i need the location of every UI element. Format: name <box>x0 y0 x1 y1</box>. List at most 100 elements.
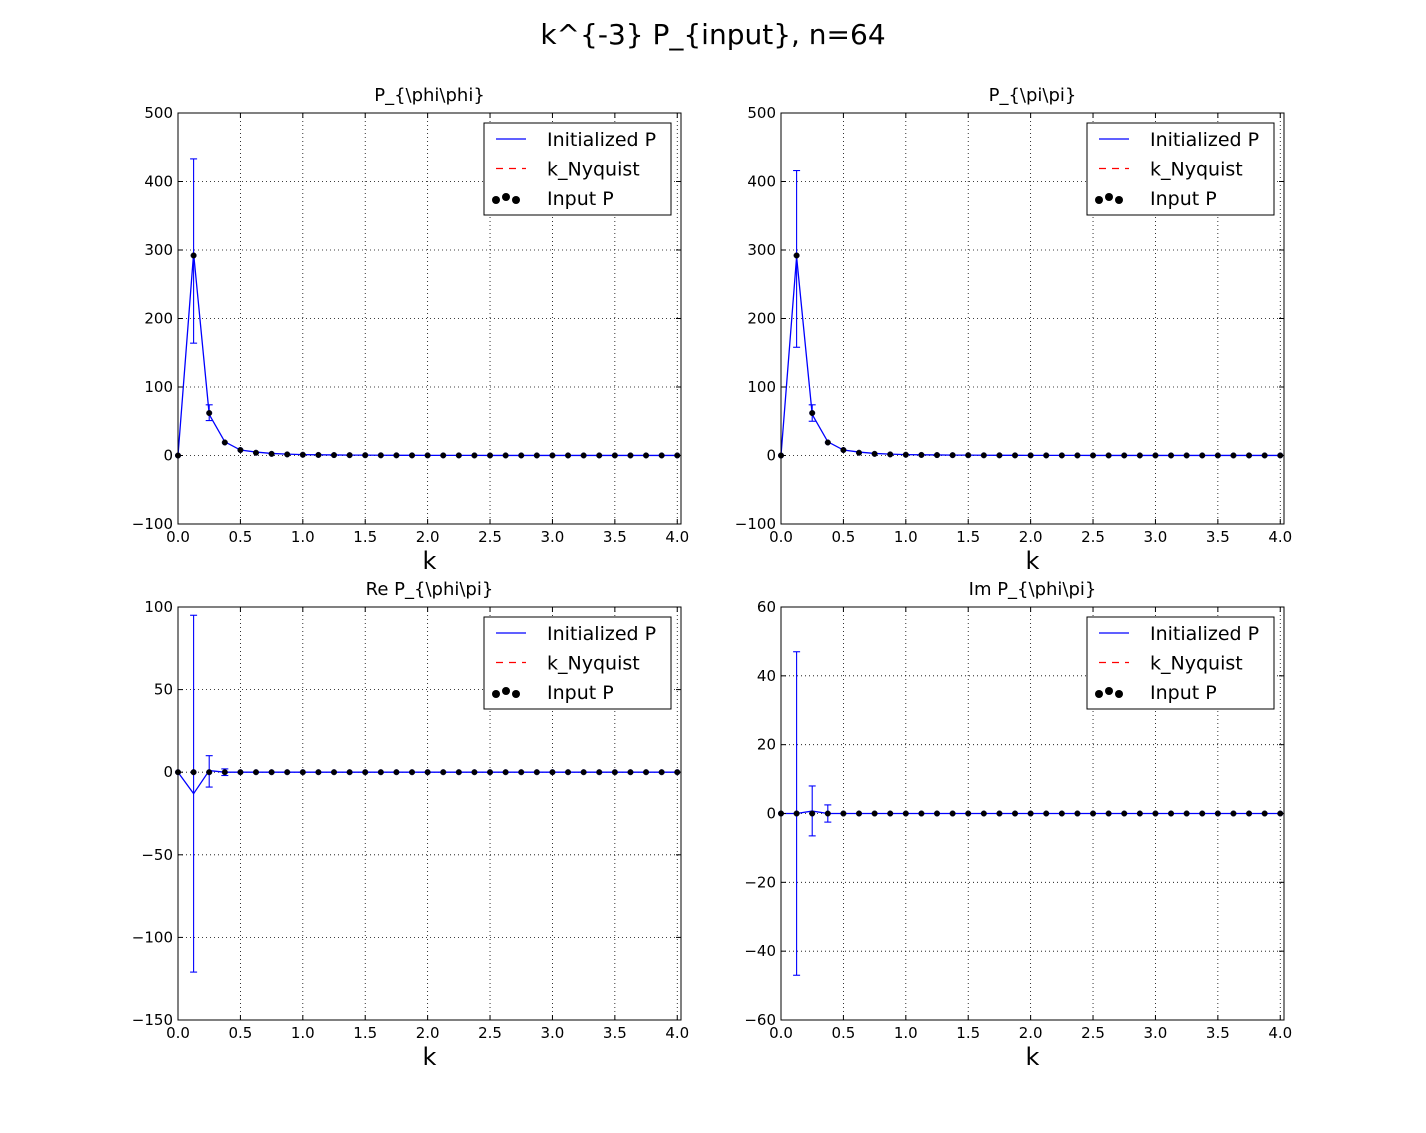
data-point-input-p <box>1246 810 1253 817</box>
data-point-input-p <box>315 769 322 776</box>
x-tick-label: 3.5 <box>603 1024 627 1042</box>
data-point-input-p <box>580 769 587 776</box>
subplot-title: Im P_{\phi\pi} <box>969 579 1097 600</box>
x-tick-label: 3.0 <box>541 528 565 546</box>
data-point-input-p <box>252 449 260 456</box>
x-tick-label: 3.0 <box>1144 528 1168 546</box>
x-tick-label: 2.0 <box>1019 1024 1043 1042</box>
data-point-input-p <box>330 769 338 776</box>
legend-swatch-dot <box>502 687 510 695</box>
legend-label: k_Nyquist <box>547 653 640 675</box>
data-point-input-p <box>580 452 587 459</box>
subplot-title: Re P_{\phi\pi} <box>366 579 494 600</box>
data-point-input-p <box>1058 452 1065 459</box>
y-tick-label: −100 <box>735 515 776 533</box>
x-tick-label: 1.5 <box>956 528 980 546</box>
data-point-input-p <box>1089 810 1097 817</box>
data-point-input-p <box>902 451 909 458</box>
data-point-input-p <box>1136 452 1143 459</box>
data-point-input-p <box>252 769 260 776</box>
y-tick-label: 0 <box>766 805 776 823</box>
x-tick-label: 2.5 <box>478 528 502 546</box>
y-tick-label: 0 <box>766 447 776 465</box>
y-tick-label: 0 <box>163 763 173 781</box>
data-point-input-p <box>1074 452 1081 459</box>
x-tick-label: 1.5 <box>353 528 377 546</box>
y-tick-label: 20 <box>757 736 776 754</box>
x-tick-label: 0.5 <box>831 1024 855 1042</box>
data-point-input-p <box>237 769 244 776</box>
data-point-input-p <box>221 769 228 776</box>
y-tick-label: 60 <box>757 598 776 616</box>
legend-entry: k_Nyquist <box>1099 159 1243 181</box>
data-point-input-p <box>840 810 847 817</box>
data-point-input-p <box>1105 810 1112 817</box>
data-point-input-p <box>611 452 618 459</box>
y-tick-label: −60 <box>744 1011 776 1029</box>
x-tick-label: 4.0 <box>1268 528 1292 546</box>
data-point-input-p <box>315 451 322 459</box>
data-point-input-p <box>393 452 400 459</box>
errorbar <box>190 158 198 344</box>
errorbar <box>793 169 801 348</box>
legend-entry: Input P <box>492 682 614 704</box>
x-tick-label: 4.0 <box>665 528 689 546</box>
x-tick-label: 1.5 <box>956 1024 980 1042</box>
legend-swatch-dot <box>512 690 520 698</box>
subplot-title: P_{\pi\pi} <box>989 85 1077 106</box>
data-point-input-p <box>1011 810 1019 817</box>
data-point-input-p <box>1043 810 1050 817</box>
data-point-input-p <box>918 810 925 817</box>
legend-entry: Input P <box>492 188 614 210</box>
x-tick-label: 0.0 <box>166 1024 190 1042</box>
data-point-input-p <box>627 769 634 776</box>
x-tick-label: 4.0 <box>665 1024 689 1042</box>
data-point-input-p <box>855 810 863 817</box>
data-point-input-p <box>1011 452 1019 459</box>
data-point-input-p <box>809 409 816 417</box>
data-point-input-p <box>658 769 665 776</box>
data-point-input-p <box>1214 452 1221 459</box>
data-point-input-p <box>996 452 1003 459</box>
data-point-input-p <box>1214 810 1221 817</box>
x-tick-label: 0.5 <box>228 1024 252 1042</box>
data-point-input-p <box>1027 452 1034 459</box>
legend-entry: k_Nyquist <box>496 653 640 675</box>
data-point-input-p <box>996 810 1003 817</box>
x-tick-label: 2.0 <box>416 1024 440 1042</box>
x-tick-label: 2.0 <box>416 528 440 546</box>
x-tick-label: 2.5 <box>1081 1024 1105 1042</box>
data-point-input-p <box>471 452 478 459</box>
data-point-input-p <box>793 252 800 259</box>
x-tick-label: 2.5 <box>1081 528 1105 546</box>
data-point-input-p <box>887 810 894 817</box>
data-point-input-p <box>502 769 509 776</box>
legend-label: k_Nyquist <box>1150 653 1243 675</box>
y-tick-label: 300 <box>144 241 173 259</box>
figure-suptitle: k^{-3} P_{input}, n=64 <box>540 18 885 51</box>
data-point-input-p <box>1183 810 1190 817</box>
legend-entry: Input P <box>1095 682 1217 704</box>
y-tick-label: 0 <box>163 447 173 465</box>
legend-label: Input P <box>1150 188 1217 210</box>
data-point-input-p <box>486 452 494 459</box>
x-tick-label: 3.5 <box>1206 528 1230 546</box>
subplot-2: 0.0 0.5 1.0 1.5 2.0 2.5 3.0 3.5 4.0 −100 0 100 200 30… <box>735 85 1292 575</box>
x-tick-label: 0.5 <box>228 528 252 546</box>
data-point-input-p <box>918 451 925 459</box>
data-point-input-p <box>471 769 478 776</box>
data-point-input-p <box>502 452 509 459</box>
legend-entry: k_Nyquist <box>496 159 640 181</box>
data-point-input-p <box>284 451 291 458</box>
data-point-input-p <box>980 810 987 817</box>
data-point-input-p <box>533 452 540 459</box>
data-point-input-p <box>949 810 956 817</box>
data-point-input-p <box>902 810 909 817</box>
axes-frame <box>177 606 682 1021</box>
data-point-input-p <box>643 769 650 776</box>
data-point-input-p <box>346 769 353 776</box>
legend-swatch-dot <box>1095 196 1103 204</box>
data-point-input-p <box>1167 452 1175 459</box>
legend-label: Initialized P <box>547 623 656 645</box>
x-axis-label: k <box>423 547 437 575</box>
